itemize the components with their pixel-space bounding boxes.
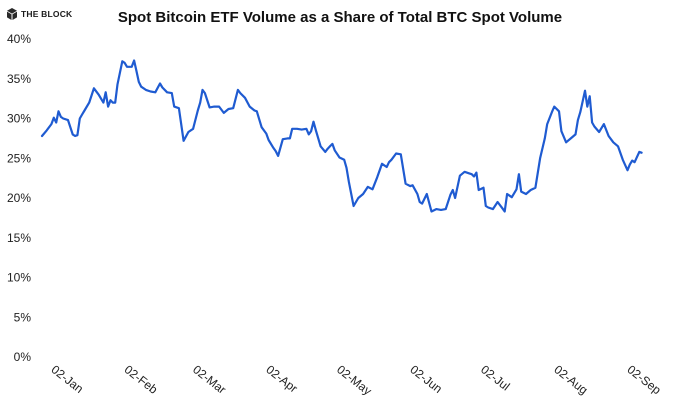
x-tick-label: 02-Mar [190, 362, 229, 396]
y-tick-label: 25% [7, 151, 31, 165]
y-tick-label: 30% [7, 112, 31, 126]
x-tick-label: 02-Jun [407, 362, 445, 396]
y-tick-label: 20% [7, 191, 31, 205]
x-tick-label: 02-Jan [49, 362, 87, 396]
x-tick-label: 02-Aug [551, 362, 590, 397]
y-tick-label: 35% [7, 72, 31, 86]
x-tick-label: 02-Sep [625, 362, 664, 397]
x-axis: 02-Jan 02-Feb 02-Mar 02-Apr 02-May 02-Jun 02-J… [49, 362, 664, 398]
chart-title: Spot Bitcoin ETF Volume as a Share of To… [117, 9, 563, 26]
y-tick-label: 15% [7, 231, 31, 245]
x-tick-label: 02-Jul [478, 362, 512, 393]
y-tick-label: 40% [7, 32, 31, 46]
y-tick-label: 0% [14, 350, 32, 364]
x-tick-label: 02-Feb [122, 362, 161, 397]
series-line [40, 59, 643, 213]
the-block-cube-icon [7, 8, 17, 20]
x-tick-label: 02-Apr [263, 362, 300, 395]
y-tick-label: 10% [7, 271, 31, 285]
x-tick-label: 02-May [334, 362, 374, 398]
series-layer [40, 59, 643, 213]
y-tick-label: 5% [14, 310, 32, 324]
brand-logo-text: THE BLOCK [21, 9, 73, 19]
brand-logo: THE BLOCK [7, 8, 72, 20]
y-axis: 0% 5% 10% 15% 20% 25% 30% 35% 40% [7, 32, 31, 364]
